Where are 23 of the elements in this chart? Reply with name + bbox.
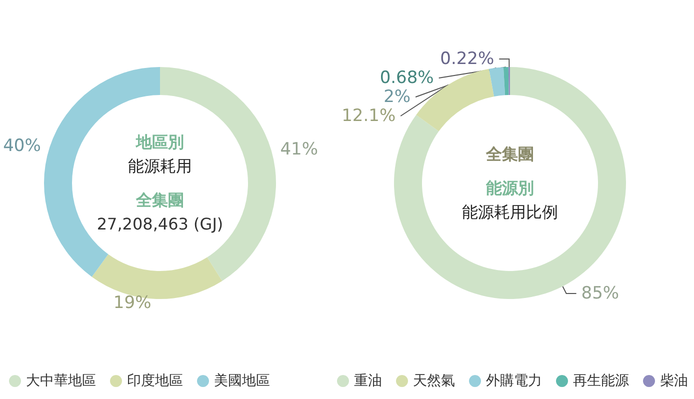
data-label: 85% xyxy=(581,283,620,304)
text: 能源耗用 xyxy=(128,156,192,176)
data-label: 0.68% xyxy=(380,68,434,88)
text: 全集團 xyxy=(135,190,184,210)
data-label: 41% xyxy=(280,140,318,160)
legend-label: 重油 xyxy=(354,373,382,389)
text: 全集團 xyxy=(485,144,534,164)
legend-label: 印度地區 xyxy=(127,373,183,389)
legend-label: 外購電力 xyxy=(486,373,542,389)
legend-label: 美國地區 xyxy=(214,373,270,389)
text: 能源別 xyxy=(486,178,534,198)
data-label: 12.1% xyxy=(342,106,396,126)
data-label: 40% xyxy=(3,136,41,156)
legend-label: 再生能源 xyxy=(573,373,629,389)
text: 地區別 xyxy=(135,132,184,152)
data-label: 2% xyxy=(384,87,411,108)
text: 能源耗用比例 xyxy=(462,202,558,222)
legend-label: 柴油 xyxy=(660,373,688,389)
legend-label: 天然氣 xyxy=(413,373,455,389)
data-label: 0.22% xyxy=(440,49,494,70)
text: 27,208,463 (GJ) xyxy=(96,214,224,234)
legend-label: 大中華地區 xyxy=(26,373,96,389)
data-label: 19% xyxy=(113,292,152,313)
